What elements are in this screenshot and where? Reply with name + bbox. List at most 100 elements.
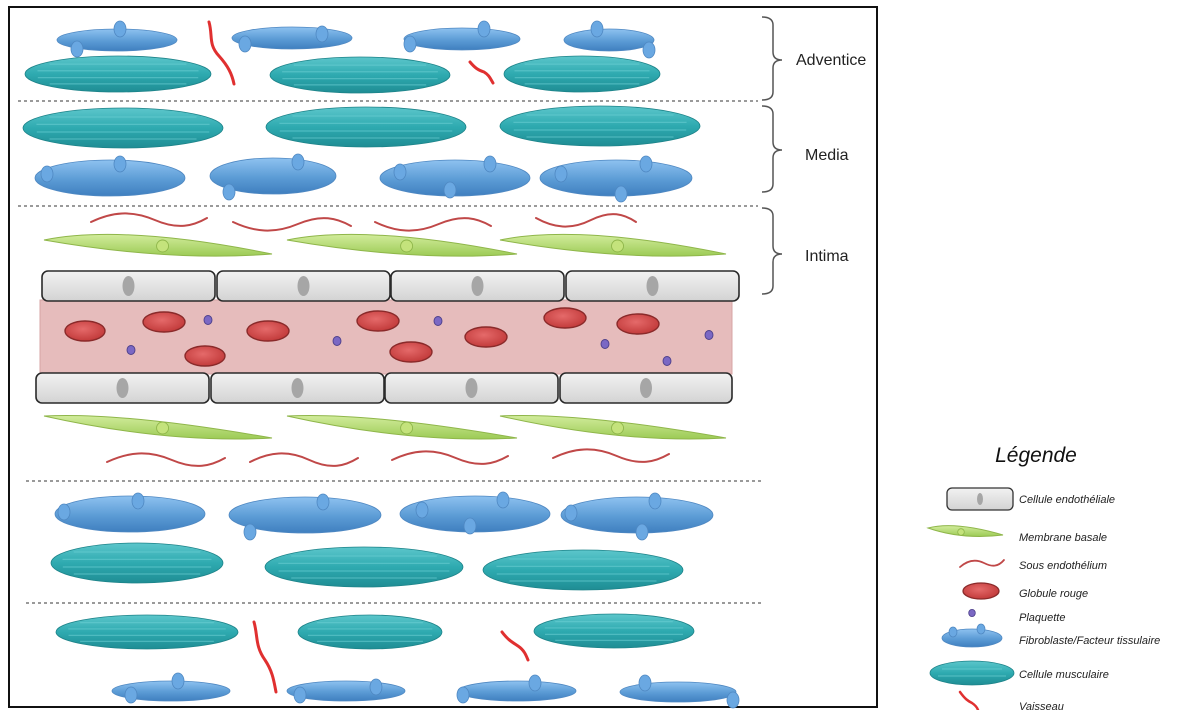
fibroblast: [560, 492, 714, 541]
fibroblast-nucleus: [590, 20, 604, 38]
basement-membrane: [499, 233, 727, 257]
red-blood-cell: [464, 326, 508, 348]
fibroblast: [286, 678, 406, 704]
vessels: [207, 20, 530, 694]
endothelial-nucleus: [122, 276, 135, 296]
subendothelium-line: [391, 450, 509, 465]
fibroblast-nucleus: [638, 674, 652, 692]
fibroblast: [34, 155, 186, 197]
membrane-nucleus: [611, 421, 624, 435]
vessel: [500, 630, 530, 662]
platelet-icon: [968, 609, 976, 618]
endothelial-nucleus: [465, 378, 478, 398]
subendothelium-line: [535, 213, 637, 228]
fibroblast: [379, 155, 531, 199]
fibroblast: [54, 492, 206, 533]
red-blood-cells: [64, 307, 660, 367]
fibroblast-nucleus: [415, 501, 429, 519]
platelet: [433, 316, 443, 326]
basement-membrane-icon: [926, 525, 1004, 537]
membrane-nucleus: [400, 421, 414, 435]
muscle-cell: [50, 542, 224, 584]
red-blood-cell: [246, 320, 290, 342]
fibroblast-nucleus: [726, 691, 740, 709]
label-media: Media: [805, 147, 849, 164]
platelet: [704, 330, 714, 340]
legend-label-platelet: Plaquette: [1019, 612, 1065, 624]
muscle-cell: [482, 549, 684, 591]
muscle-cells: [22, 55, 701, 650]
fibroblast-nucleus: [113, 155, 127, 173]
red-blood-cell: [616, 313, 660, 335]
endothelial-cells: [35, 270, 740, 404]
subendothelium-line: [90, 212, 208, 227]
label-intima: Intima: [805, 248, 849, 265]
legend-title: Légende: [995, 444, 1077, 467]
muscle-cell: [55, 614, 239, 650]
endothelial-nucleus: [297, 276, 310, 296]
endothelial-cell-icon: [946, 487, 1014, 511]
endothelial-cell: [565, 270, 740, 302]
fibroblast-nucleus: [483, 155, 497, 173]
legend-label-fibroblast: Fibroblaste/Facteur tissulaire: [1019, 635, 1160, 647]
vessel: [468, 60, 495, 85]
endothelial-cell: [384, 372, 559, 404]
basement-membrane: [43, 233, 273, 257]
endothelial-nucleus: [291, 378, 304, 398]
fibroblast-nucleus: [554, 165, 568, 183]
legend: Légende Cellule endothéliale Membrane ba…: [926, 444, 1160, 710]
fibroblast-nucleus: [316, 493, 330, 511]
vessel: [252, 620, 278, 694]
endothelial-nucleus: [471, 276, 484, 296]
membrane-nucleus: [400, 239, 414, 253]
fibroblast: [456, 674, 577, 704]
fibroblast-nucleus: [463, 517, 477, 535]
endothelial-nucleus: [116, 378, 129, 398]
endothelial-nucleus: [640, 378, 652, 398]
endothelial-cell: [41, 270, 216, 302]
legend-label-subendothelium: Sous endothélium: [1019, 560, 1107, 572]
muscle-cell: [264, 546, 464, 588]
platelets: [126, 315, 714, 366]
platelet: [600, 339, 610, 349]
red-blood-cell: [64, 320, 106, 342]
fibroblast-nucleus: [456, 686, 470, 704]
fibroblast: [56, 20, 178, 58]
fibroblast-nucleus: [635, 523, 649, 541]
fibroblast-nucleus: [648, 492, 662, 510]
legend-label-membrane: Membrane basale: [1019, 532, 1107, 544]
muscle-cell-icon: [929, 660, 1015, 686]
membrane-nucleus: [156, 239, 170, 253]
platelet: [126, 345, 136, 355]
platelet: [662, 356, 672, 366]
endothelial-cell: [216, 270, 391, 302]
membrane-nucleus: [156, 421, 170, 435]
fibroblast-nucleus: [70, 40, 84, 58]
fibroblast-nucleus: [315, 25, 329, 43]
red-blood-cell: [389, 341, 433, 363]
fibroblast-nucleus: [642, 41, 656, 59]
red-blood-cell-icon: [962, 582, 1000, 600]
fibroblast: [231, 25, 353, 53]
subendothelium-line: [106, 452, 226, 467]
layer-braces: [761, 16, 783, 295]
muscle-cell: [503, 55, 661, 93]
fibroblast-nucleus: [528, 674, 542, 692]
brace-intima: [761, 207, 783, 295]
fibroblast-nucleus: [403, 35, 417, 53]
fibroblast-nucleus: [443, 181, 457, 199]
fibroblasts: [34, 20, 740, 709]
fibroblast: [563, 20, 656, 59]
fibroblast: [209, 153, 337, 201]
membrane-nucleus: [611, 239, 624, 253]
subendothelium-line: [374, 217, 492, 232]
fibroblast: [619, 674, 740, 709]
subendothelium-lines: [90, 212, 670, 467]
fibroblast-nucleus: [477, 20, 491, 38]
fibroblast: [111, 672, 231, 704]
legend-label-vessel: Vaisseau: [1019, 701, 1064, 710]
fibroblast-nucleus: [57, 503, 71, 521]
vessel-icon: [958, 690, 980, 710]
muscle-cell: [22, 107, 224, 149]
subendothelium-line: [232, 217, 352, 232]
